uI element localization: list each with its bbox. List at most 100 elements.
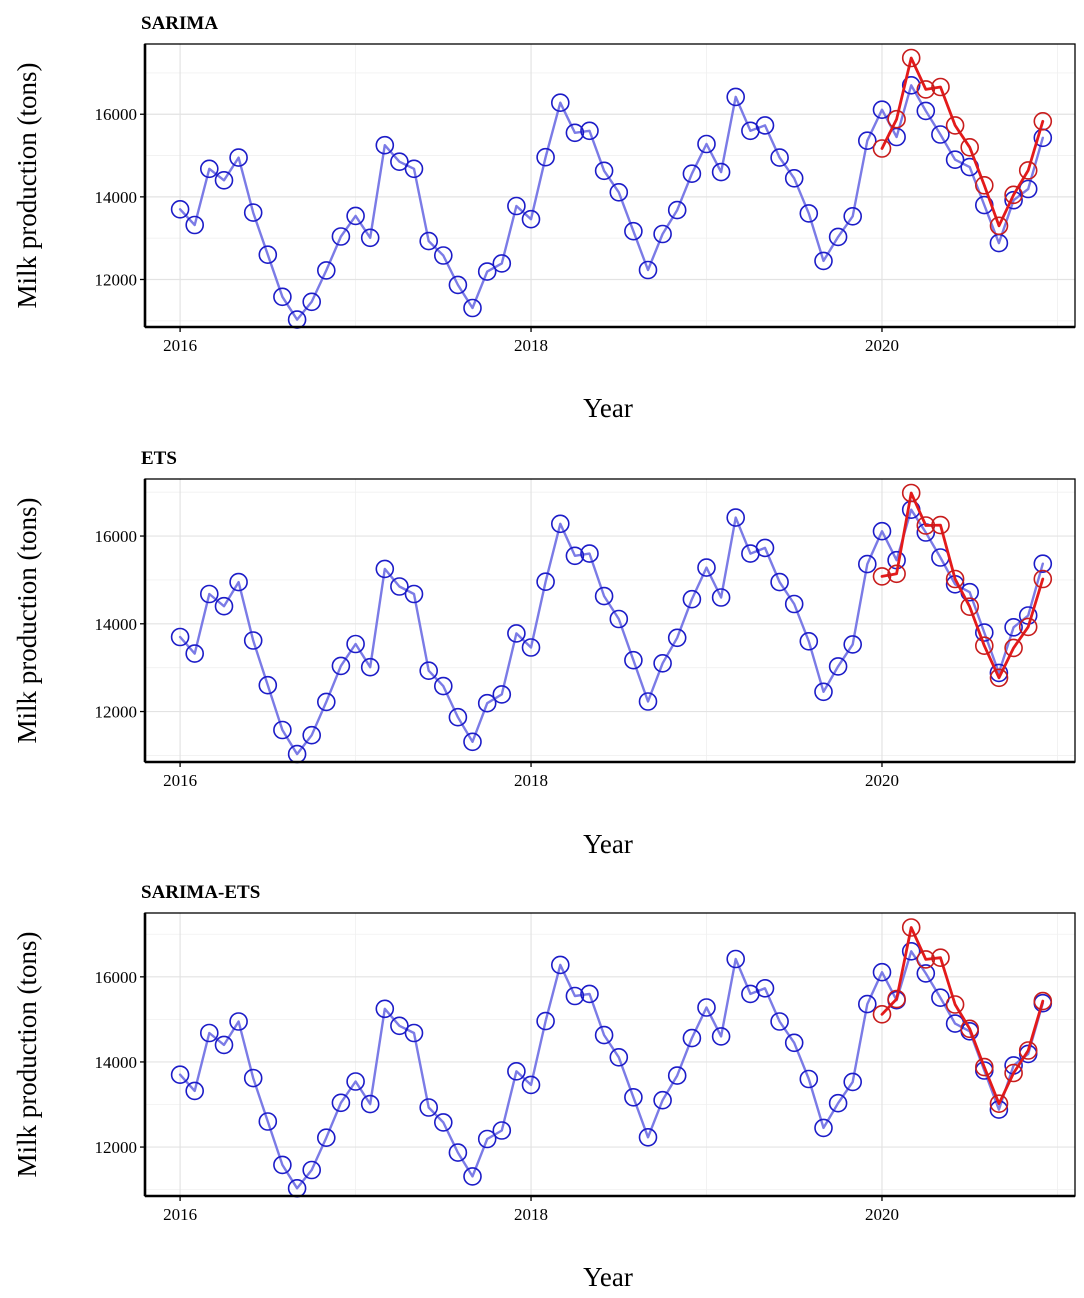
data-point-actual (711, 162, 731, 182)
data-point-actual (726, 949, 746, 969)
data-point-actual (536, 1011, 555, 1031)
y-tick-label: 12000 (95, 703, 138, 722)
y-tick-label: 16000 (95, 527, 138, 546)
data-point-actual (390, 577, 409, 596)
data-point-actual (565, 123, 585, 143)
x-tick-label: 2018 (514, 1205, 548, 1224)
data-point-forecast (887, 564, 906, 584)
data-point-forecast (974, 636, 994, 656)
data-point-actual (243, 1068, 263, 1088)
data-point-forecast (945, 995, 965, 1014)
data-point-actual (609, 609, 629, 629)
data-point-actual (580, 984, 599, 1004)
series-forecast (872, 48, 1053, 236)
data-point-forecast (931, 515, 950, 535)
data-point-actual (536, 147, 555, 167)
data-point-actual (492, 685, 512, 704)
data-point-actual (331, 656, 351, 676)
data-point-actual (653, 653, 672, 673)
data-point-actual (258, 1112, 278, 1131)
x-tick-label: 2020 (865, 336, 899, 355)
y-tick-label: 14000 (95, 615, 138, 634)
data-point-actual (667, 200, 687, 220)
data-point-actual (200, 159, 219, 179)
data-point-actual (609, 183, 629, 202)
data-point-actual (755, 116, 775, 135)
data-point-actual (697, 134, 716, 154)
x-tick-label: 2018 (514, 336, 548, 355)
data-point-actual (346, 1072, 365, 1091)
data-point-actual (433, 246, 453, 265)
data-point-actual (302, 725, 322, 745)
data-point-forecast (1033, 569, 1053, 589)
series-actual (170, 76, 1053, 329)
data-point-actual (624, 650, 643, 670)
data-point-actual (433, 676, 453, 696)
data-point-actual (624, 1088, 643, 1107)
data-point-actual (419, 661, 439, 681)
data-point-actual (1004, 190, 1023, 210)
data-point-actual (857, 131, 877, 150)
data-point-actual (316, 692, 336, 712)
data-point-actual (784, 1033, 804, 1053)
y-tick-label: 14000 (95, 188, 138, 207)
data-point-actual (565, 546, 585, 566)
panel-title: SARIMA (141, 13, 218, 34)
data-point-actual (390, 152, 409, 171)
x-tick-label: 2020 (865, 771, 899, 790)
data-point-actual (828, 657, 848, 676)
data-point-actual (185, 1081, 204, 1101)
data-point-actual (375, 999, 395, 1019)
data-point-actual (814, 682, 833, 702)
data-point-actual (784, 169, 804, 188)
data-point-actual (653, 224, 672, 244)
data-point-actual (243, 203, 263, 222)
data-point-actual (214, 596, 234, 616)
series-line-forecast (880, 491, 1045, 680)
series-forecast (872, 918, 1053, 1113)
x-tick-label: 2018 (514, 771, 548, 790)
data-point-actual (550, 955, 570, 975)
data-point-actual (404, 159, 424, 179)
panel-title: ETS (141, 448, 177, 469)
data-point-forecast (887, 989, 906, 1009)
data-point-forecast (901, 48, 921, 68)
data-point-actual (448, 275, 468, 295)
data-point-forecast (974, 176, 994, 195)
data-point-actual (200, 584, 219, 604)
data-point-actual (609, 1048, 629, 1067)
data-point-actual (814, 1118, 833, 1138)
y-tick-label: 16000 (95, 968, 138, 987)
data-point-actual (360, 228, 380, 248)
data-point-actual (1004, 617, 1023, 637)
data-point-forecast (872, 139, 892, 158)
data-point-actual (550, 93, 570, 112)
y-tick-label: 16000 (95, 105, 138, 124)
data-point-actual (331, 1093, 351, 1113)
data-point-actual (580, 121, 599, 141)
data-point-actual (755, 978, 775, 998)
data-point-actual (784, 594, 804, 614)
data-point-actual (653, 1090, 672, 1110)
data-point-forecast (1033, 112, 1053, 131)
data-point-forecast (1018, 617, 1038, 637)
data-point-actual (170, 1065, 190, 1084)
data-point-actual (492, 1121, 512, 1140)
data-point-actual (916, 964, 936, 983)
data-point-actual (229, 572, 248, 592)
data-point-actual (857, 994, 877, 1014)
data-point-actual (726, 87, 746, 107)
data-point-actual (170, 627, 190, 647)
data-point-forecast (974, 1057, 994, 1077)
data-point-forecast (931, 948, 950, 968)
data-point-actual (550, 514, 570, 534)
data-point-actual (316, 261, 336, 280)
data-point-actual (375, 135, 395, 155)
data-point-actual (346, 206, 365, 226)
data-point-forecast (931, 77, 950, 97)
data-point-forecast (887, 109, 906, 129)
data-point-actual (214, 171, 234, 190)
data-point-actual (901, 76, 921, 95)
data-point-actual (433, 1113, 453, 1132)
data-point-actual (989, 663, 1009, 683)
